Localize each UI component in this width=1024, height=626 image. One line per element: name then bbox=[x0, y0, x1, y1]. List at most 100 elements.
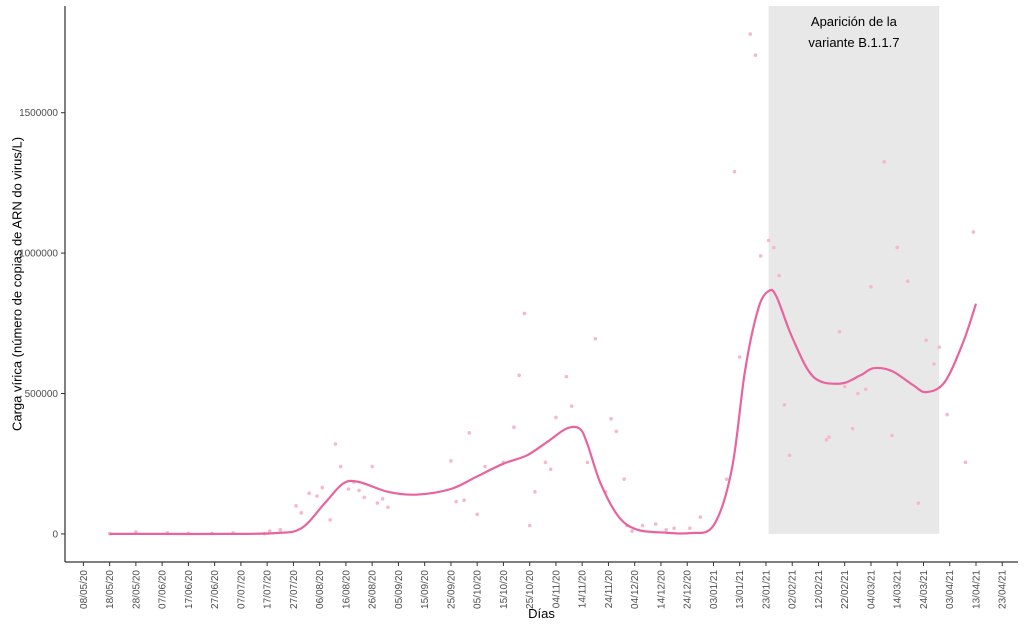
x-tick-label: 25/10/20 bbox=[525, 570, 536, 609]
data-point bbox=[837, 329, 842, 334]
data-point bbox=[732, 169, 737, 174]
data-point bbox=[842, 384, 847, 389]
data-point bbox=[609, 416, 613, 421]
data-point bbox=[554, 415, 558, 420]
y-tick-label: 1000000 bbox=[19, 249, 58, 260]
data-point bbox=[278, 527, 283, 532]
x-tick-label: 25/09/20 bbox=[446, 570, 457, 609]
data-point bbox=[630, 529, 634, 533]
data-point bbox=[370, 464, 374, 469]
x-tick-label: 12/02/21 bbox=[814, 570, 825, 609]
data-point bbox=[267, 529, 272, 533]
data-point bbox=[672, 526, 676, 531]
data-point bbox=[622, 477, 626, 481]
x-tick-label: 04/03/21 bbox=[866, 570, 877, 609]
x-tick-label: 24/11/20 bbox=[604, 570, 615, 609]
data-point bbox=[386, 505, 390, 510]
x-tick-label: 17/06/20 bbox=[184, 570, 195, 609]
data-point bbox=[882, 160, 886, 164]
variant-period-region bbox=[768, 6, 940, 534]
x-tick-label: 23/01/21 bbox=[761, 570, 772, 609]
annotation-line-2: variante B.1.1.7 bbox=[808, 35, 899, 50]
data-point bbox=[863, 387, 868, 392]
data-point bbox=[614, 429, 619, 434]
x-tick-label: 26/08/20 bbox=[368, 570, 379, 609]
data-point bbox=[753, 53, 758, 57]
data-point bbox=[294, 504, 298, 508]
data-point bbox=[548, 467, 553, 472]
data-point bbox=[362, 495, 367, 500]
data-point bbox=[512, 425, 516, 430]
data-point bbox=[357, 488, 361, 493]
data-point bbox=[890, 433, 894, 438]
data-point bbox=[688, 526, 692, 531]
data-point bbox=[543, 460, 548, 465]
data-point bbox=[653, 522, 658, 526]
x-axis-title: Días bbox=[528, 606, 555, 621]
data-point bbox=[564, 374, 569, 379]
data-point bbox=[307, 491, 311, 496]
data-point bbox=[945, 412, 949, 417]
data-point bbox=[895, 245, 900, 250]
data-point bbox=[824, 438, 829, 442]
data-point bbox=[766, 238, 771, 243]
data-point bbox=[346, 487, 351, 491]
data-point bbox=[963, 460, 968, 465]
data-point bbox=[449, 459, 453, 463]
data-point bbox=[522, 311, 527, 316]
x-tick-label: 05/09/20 bbox=[394, 570, 405, 609]
data-point bbox=[916, 501, 921, 505]
data-point bbox=[758, 254, 763, 258]
x-tick-label: 03/04/21 bbox=[945, 570, 956, 609]
data-point bbox=[338, 464, 343, 469]
data-point bbox=[569, 404, 574, 408]
x-tick-label: 23/04/21 bbox=[998, 570, 1009, 609]
x-tick-label: 15/09/20 bbox=[420, 570, 431, 609]
data-point bbox=[724, 477, 729, 481]
x-tick-label: 27/06/20 bbox=[210, 570, 221, 609]
x-tick-label: 04/12/20 bbox=[630, 570, 641, 609]
x-tick-label: 08/05/20 bbox=[79, 570, 90, 609]
data-point bbox=[971, 230, 976, 234]
data-point bbox=[782, 402, 787, 407]
data-point bbox=[869, 285, 873, 289]
x-axis-ticks: 08/05/20 18/05/20 28/05/20 07/06/20 17/06/20… bbox=[79, 562, 1009, 609]
data-point bbox=[850, 426, 855, 431]
data-point bbox=[905, 279, 910, 283]
x-tick-label: 13/01/21 bbox=[735, 570, 746, 609]
data-point bbox=[462, 498, 466, 503]
data-point bbox=[483, 464, 487, 469]
data-point bbox=[937, 345, 942, 349]
data-point bbox=[827, 435, 831, 439]
data-point bbox=[380, 497, 385, 501]
data-point bbox=[315, 494, 319, 498]
data-point bbox=[328, 518, 332, 522]
annotation-line-1: Aparición de la bbox=[811, 14, 898, 29]
data-point bbox=[375, 501, 380, 505]
x-tick-label: 06/08/20 bbox=[315, 570, 326, 609]
x-tick-label: 16/08/20 bbox=[341, 570, 352, 609]
data-point bbox=[932, 362, 936, 366]
data-point bbox=[640, 523, 645, 528]
data-point bbox=[467, 431, 472, 435]
x-tick-label: 24/03/21 bbox=[919, 570, 930, 609]
data-point bbox=[533, 489, 537, 494]
data-point bbox=[517, 373, 521, 378]
data-point bbox=[527, 523, 532, 528]
data-point bbox=[454, 499, 458, 504]
x-tick-label: 24/12/20 bbox=[683, 570, 694, 609]
data-point bbox=[777, 273, 781, 278]
data-point bbox=[664, 527, 669, 532]
x-tick-label: 14/03/21 bbox=[893, 570, 904, 609]
x-tick-label: 02/02/21 bbox=[788, 570, 799, 609]
x-tick-label: 15/10/20 bbox=[499, 570, 510, 609]
y-tick-label: 500000 bbox=[25, 389, 59, 400]
data-point bbox=[320, 485, 325, 490]
y-axis-ticks: 0 500000 1000000 1500000 bbox=[19, 108, 65, 540]
data-point bbox=[772, 245, 776, 250]
data-point bbox=[748, 32, 753, 36]
data-point bbox=[737, 355, 742, 359]
data-point bbox=[585, 460, 590, 465]
y-tick-label: 0 bbox=[52, 529, 58, 540]
